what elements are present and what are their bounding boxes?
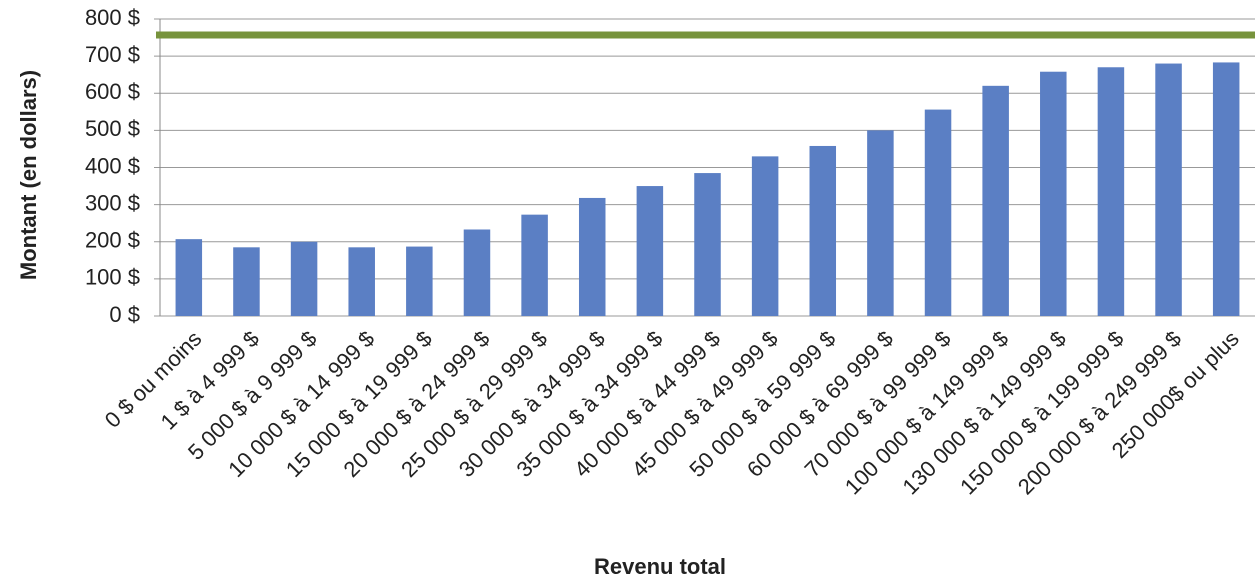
bar [1097,67,1125,316]
y-tick-label: 400 $ [85,153,140,178]
bar [809,145,837,316]
bar [924,109,952,317]
bar [463,229,491,316]
y-tick-label: 500 $ [85,116,140,141]
bar [694,173,721,316]
y-axis-title: Montant (en dollars) [16,70,41,280]
bar [290,241,318,316]
x-axis-title: Revenu total [594,554,726,579]
y-tick-label: 200 $ [85,228,140,253]
bar [406,246,433,316]
bar [751,156,779,316]
bar [982,85,1009,316]
bar [867,130,894,316]
y-tick-label: 600 $ [85,79,140,104]
bar [636,186,664,316]
bar [1212,62,1240,316]
bar [1155,63,1182,316]
bar [175,239,203,316]
bar [233,247,260,316]
y-tick-label: 700 $ [85,42,140,67]
y-tick-label: 100 $ [85,265,140,290]
bar [578,197,606,316]
y-tick-label: 300 $ [85,190,140,215]
y-tick-label: 800 $ [85,5,140,30]
bar [1040,71,1067,316]
y-tick-label: 0 $ [109,302,140,327]
bar [348,247,375,316]
bar [521,214,548,316]
